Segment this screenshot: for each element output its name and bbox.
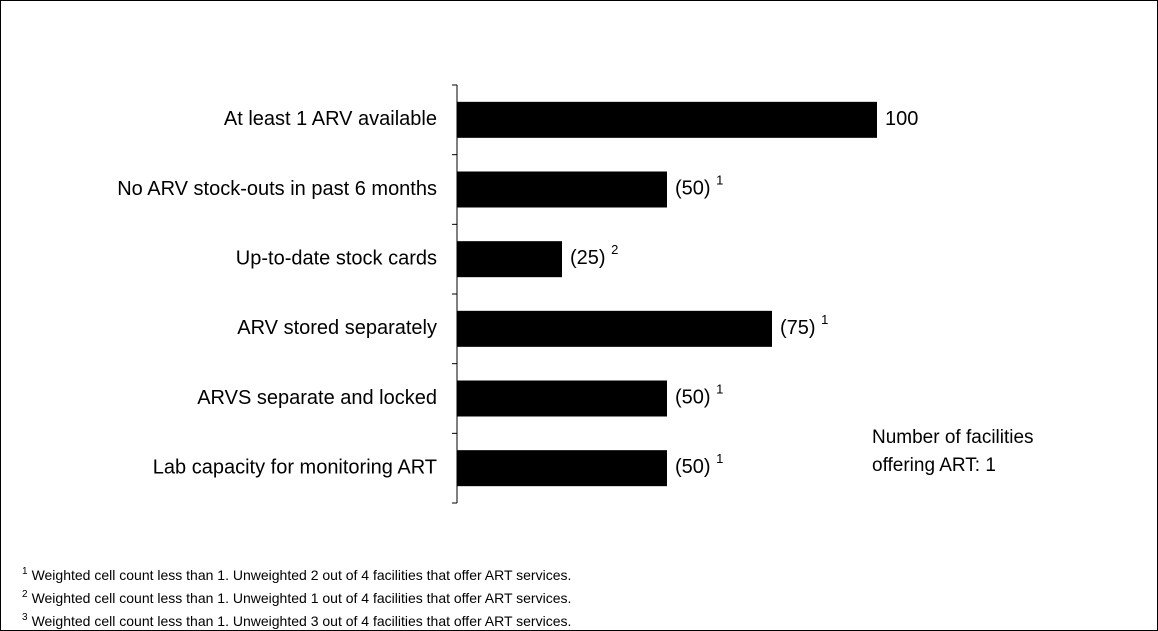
footnote-text: Weighted cell count less than 1. Unweigh… <box>32 590 572 606</box>
value-label-note: 2 <box>611 243 618 258</box>
bar <box>457 241 562 278</box>
value-label-note: 1 <box>716 173 723 188</box>
annotation: offering ART: 1 <box>872 455 996 476</box>
annotation: Number of facilities <box>872 427 1034 448</box>
value-label: (50) 1 <box>675 452 723 479</box>
footnote-text: Weighted cell count less than 1. Unweigh… <box>32 613 572 629</box>
footnote-text: Weighted cell count less than 1. Unweigh… <box>32 567 572 583</box>
category-label: At least 1 ARV available <box>224 108 437 130</box>
value-label-text: (50) <box>675 387 711 409</box>
value-label-note: 1 <box>821 312 828 327</box>
footnote: 3 Weighted cell count less than 1. Unweig… <box>22 612 571 629</box>
footnote-mark: 3 <box>22 612 28 623</box>
value-label: (50) 1 <box>675 173 723 200</box>
bar <box>457 310 772 347</box>
footnote-mark: 2 <box>22 589 28 600</box>
value-label: (50) 1 <box>675 382 723 409</box>
footnote: 2 Weighted cell count less than 1. Unweig… <box>22 589 571 606</box>
category-label: ARV stored separately <box>237 317 437 339</box>
bar <box>457 380 667 417</box>
value-label: (75) 1 <box>780 312 828 339</box>
value-label-text: (50) <box>675 456 711 478</box>
bar <box>457 450 667 487</box>
category-label: Up-to-date stock cards <box>236 247 437 269</box>
value-label: (25) 2 <box>570 243 618 270</box>
footnote: 1 Weighted cell count less than 1. Unweig… <box>22 566 571 583</box>
value-label-note: 1 <box>716 452 723 467</box>
value-label: 100 <box>885 108 918 130</box>
value-label-note: 1 <box>716 382 723 397</box>
category-label: No ARV stock-outs in past 6 months <box>117 178 437 200</box>
bar <box>457 171 667 208</box>
value-label-text: (75) <box>780 317 816 339</box>
value-label-text: 100 <box>885 108 918 130</box>
value-label-text: (50) <box>675 178 711 200</box>
footnote-mark: 1 <box>22 566 28 577</box>
bar <box>457 101 877 138</box>
value-label-text: (25) <box>570 247 606 269</box>
category-label: ARVS separate and locked <box>197 387 437 409</box>
category-label: Lab capacity for monitoring ART <box>153 456 437 478</box>
